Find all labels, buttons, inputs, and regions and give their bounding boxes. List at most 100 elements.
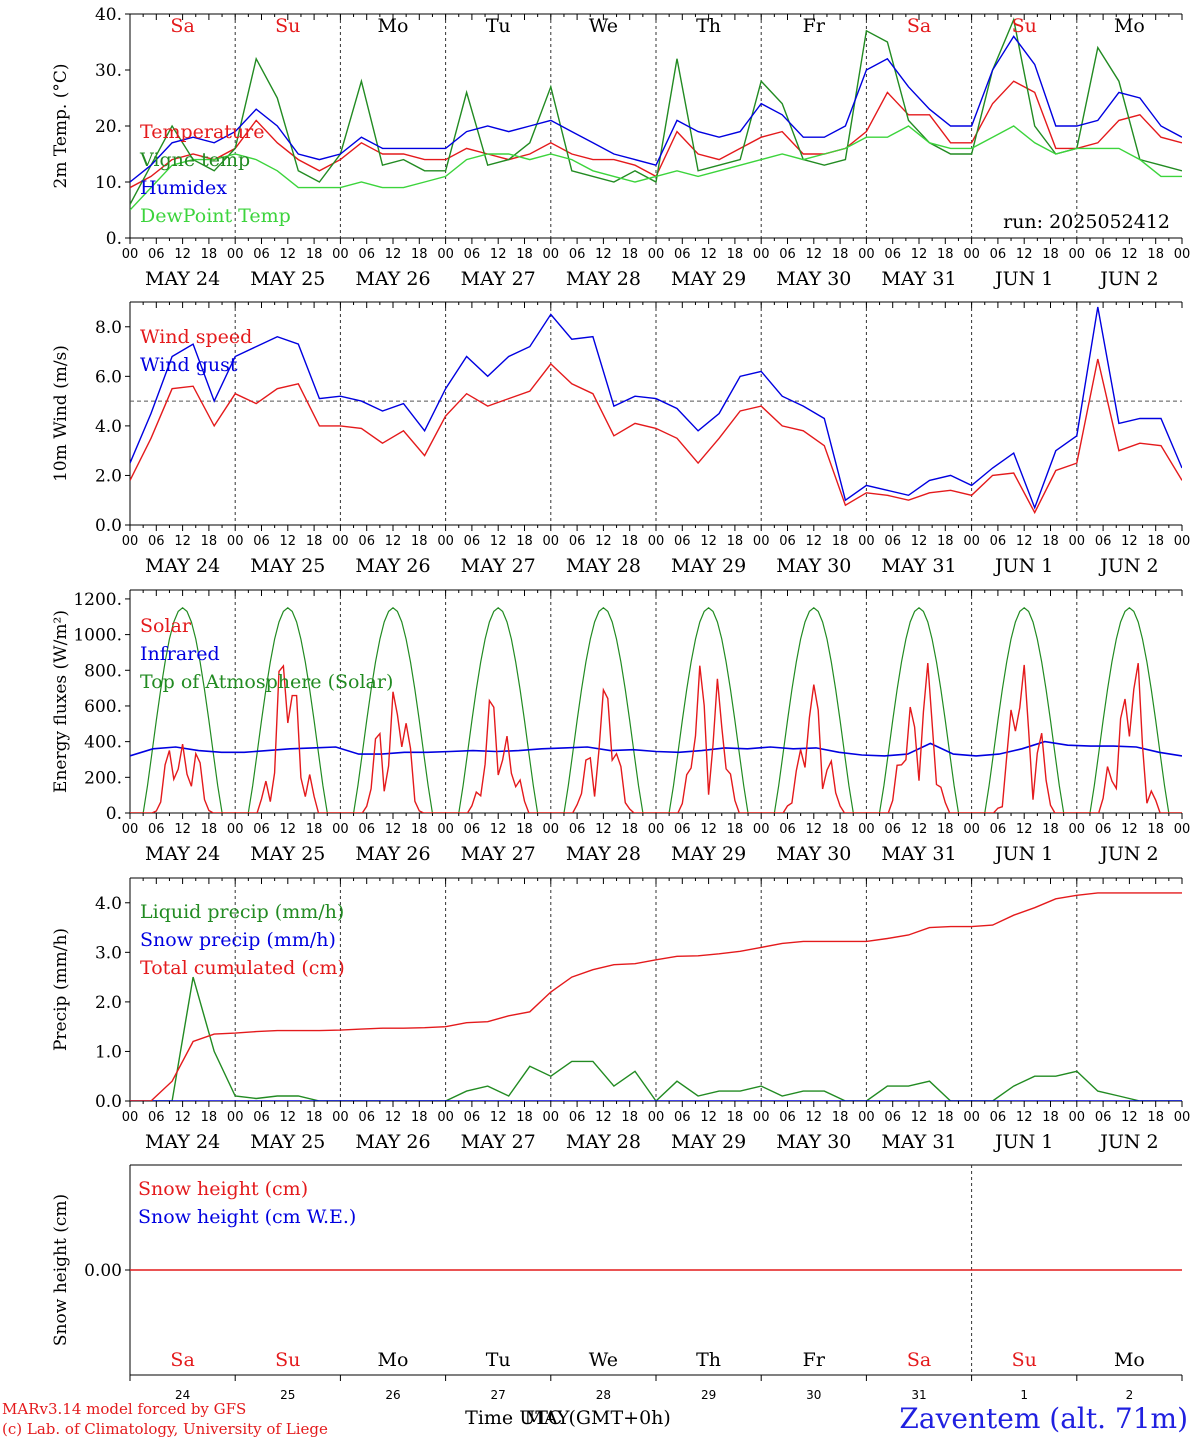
weekday-label: Su — [275, 1349, 300, 1371]
y-tick-label: 200. — [84, 768, 122, 788]
hour-label: 06 — [253, 247, 270, 262]
day-number-label: 2 — [1126, 1388, 1134, 1402]
series-line-solar — [130, 662, 1182, 813]
date-label: MAY 28 — [566, 268, 641, 290]
y-tick-label: 0. — [106, 804, 122, 824]
hour-label: 18 — [306, 1110, 323, 1125]
hour-label: 00 — [1069, 822, 1086, 837]
hour-label: 12 — [490, 247, 507, 262]
hour-label: 12 — [280, 822, 297, 837]
hour-label: 06 — [1095, 534, 1112, 549]
series-line-dewpoint-temp — [130, 125, 1182, 211]
hour-label: 18 — [727, 1110, 744, 1125]
date-label: MAY 24 — [145, 555, 220, 577]
date-label: MAY 28 — [566, 1131, 641, 1153]
hour-label: 18 — [621, 1110, 638, 1125]
hour-label: 00 — [227, 534, 244, 549]
hour-label: 12 — [595, 822, 612, 837]
weekday-label: Tu — [486, 1349, 511, 1371]
hour-label: 18 — [1147, 247, 1164, 262]
hour-label: 12 — [174, 534, 191, 549]
hour-label: 06 — [253, 1110, 270, 1125]
hour-label: 00 — [332, 822, 349, 837]
date-label: MAY 27 — [461, 268, 536, 290]
hour-label: 06 — [148, 247, 165, 262]
station-title: Zaventem (alt. 71m) — [899, 1402, 1188, 1435]
hour-label: 12 — [806, 822, 823, 837]
hour-label: 06 — [569, 247, 586, 262]
y-tick-label: 1000. — [73, 626, 122, 646]
legend-entry: Total cumulated (cm) — [140, 957, 345, 979]
day-number-label: 28 — [596, 1388, 611, 1402]
series-line-total-cumulated-cm- — [130, 892, 1182, 1101]
hour-label: 00 — [753, 822, 770, 837]
hour-label: 18 — [201, 247, 218, 262]
hour-label: 12 — [700, 247, 717, 262]
panel-5 — [125, 1164, 1183, 1381]
weekday-label: We — [589, 15, 618, 37]
date-label: MAY 26 — [355, 555, 430, 577]
date-label: MAY 31 — [881, 268, 956, 290]
x-axis-time-label: Time UTC (GMT+0h) — [465, 1407, 671, 1429]
day-number-label: 30 — [806, 1388, 821, 1402]
hour-label: 00 — [122, 822, 139, 837]
hour-label: 06 — [253, 534, 270, 549]
hour-label: 12 — [280, 247, 297, 262]
hour-label: 00 — [1174, 1110, 1191, 1125]
legend-entry: Solar — [140, 615, 192, 637]
hour-label: 00 — [122, 247, 139, 262]
y-axis-label: Energy fluxes (W/m²) — [51, 610, 71, 793]
hour-label: 00 — [543, 247, 560, 262]
hour-label: 06 — [464, 534, 481, 549]
legend-entry: Temperature — [140, 121, 264, 143]
weekday-label: Su — [1012, 15, 1037, 37]
weekday-label: Su — [275, 15, 300, 37]
series-line-wind-gust — [130, 306, 1182, 510]
hour-label: 06 — [674, 534, 691, 549]
hour-label: 12 — [490, 534, 507, 549]
hour-label: 18 — [201, 822, 218, 837]
y-tick-label: 400. — [84, 733, 122, 753]
legend-entry: Vigne temp — [139, 149, 250, 171]
hour-label: 00 — [437, 247, 454, 262]
hour-label: 12 — [1016, 534, 1033, 549]
hour-label: 06 — [884, 534, 901, 549]
series-line-vigne-temp — [130, 17, 1182, 205]
weekday-label: Fr — [803, 15, 826, 37]
date-label: JUN 2 — [1098, 1131, 1158, 1153]
hour-label: 12 — [174, 822, 191, 837]
hour-label: 00 — [227, 1110, 244, 1125]
hour-label: 18 — [306, 822, 323, 837]
hour-label: 12 — [806, 534, 823, 549]
hour-label: 06 — [990, 247, 1007, 262]
hour-label: 12 — [280, 534, 297, 549]
y-tick-label: 6.0 — [95, 367, 122, 387]
y-tick-label: 1.0 — [95, 1042, 122, 1062]
hour-label: 00 — [648, 247, 665, 262]
run-note: run: 2025052412 — [1003, 211, 1170, 233]
hour-label: 06 — [990, 1110, 1007, 1125]
legend-entry: DewPoint Temp — [140, 205, 291, 227]
series-line-humidex — [130, 35, 1182, 183]
credit-line-1: MARv3.14 model forced by GFS — [2, 1400, 246, 1418]
day-number-label: 1 — [1020, 1388, 1028, 1402]
hour-label: 18 — [516, 534, 533, 549]
hour-label: 12 — [174, 247, 191, 262]
hour-label: 18 — [832, 822, 849, 837]
weekday-label: Su — [1012, 1349, 1037, 1371]
date-label: MAY 24 — [145, 1131, 220, 1153]
weekday-label: Mo — [1114, 15, 1145, 37]
hour-label: 06 — [148, 822, 165, 837]
hour-label: 12 — [700, 822, 717, 837]
hour-label: 18 — [306, 534, 323, 549]
hour-label: 12 — [700, 534, 717, 549]
date-label: MAY 27 — [461, 1131, 536, 1153]
hour-label: 00 — [332, 1110, 349, 1125]
panel-2 — [125, 301, 1183, 531]
y-tick-label: 30. — [95, 61, 122, 81]
hour-label: 00 — [1174, 534, 1191, 549]
hour-label: 00 — [227, 247, 244, 262]
y-axis-label: Precip (mm/h) — [51, 928, 71, 1051]
hour-label: 12 — [385, 1110, 402, 1125]
hour-label: 00 — [1069, 1110, 1086, 1125]
